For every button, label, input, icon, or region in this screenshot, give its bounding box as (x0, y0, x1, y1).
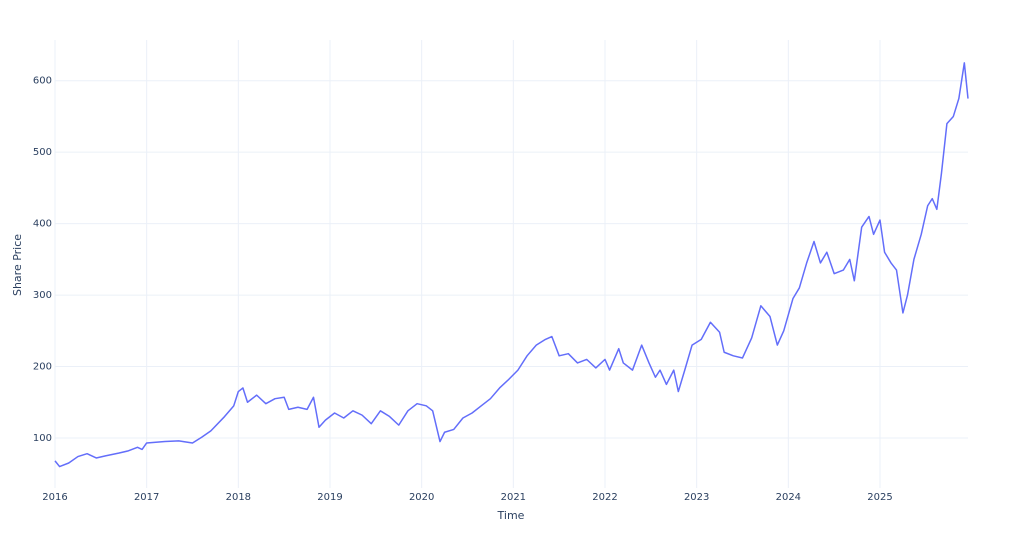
y-tick-label: 600 (33, 76, 52, 87)
y-axis-title: Share Price (11, 234, 24, 296)
x-tick-label: 2022 (592, 492, 617, 503)
x-tick-label: 2021 (501, 492, 526, 503)
y-tick-label: 400 (33, 219, 52, 230)
x-tick-label: 2023 (684, 492, 709, 503)
price-line (54, 62, 969, 468)
x-axis-title: Time (497, 509, 525, 522)
x-tick-label: 2016 (42, 492, 67, 503)
x-tick-label: 2017 (134, 492, 159, 503)
x-tick-label: 2019 (317, 492, 342, 503)
y-tick-label: 100 (33, 433, 52, 444)
x-tick-label: 2020 (409, 492, 434, 503)
x-tick-label: 2018 (226, 492, 251, 503)
y-tick-label: 200 (33, 362, 52, 373)
y-tick-label: 300 (33, 290, 52, 301)
x-tick-label: 2024 (776, 492, 801, 503)
x-tick-label: 2025 (867, 492, 892, 503)
y-tick-label: 500 (33, 147, 52, 158)
